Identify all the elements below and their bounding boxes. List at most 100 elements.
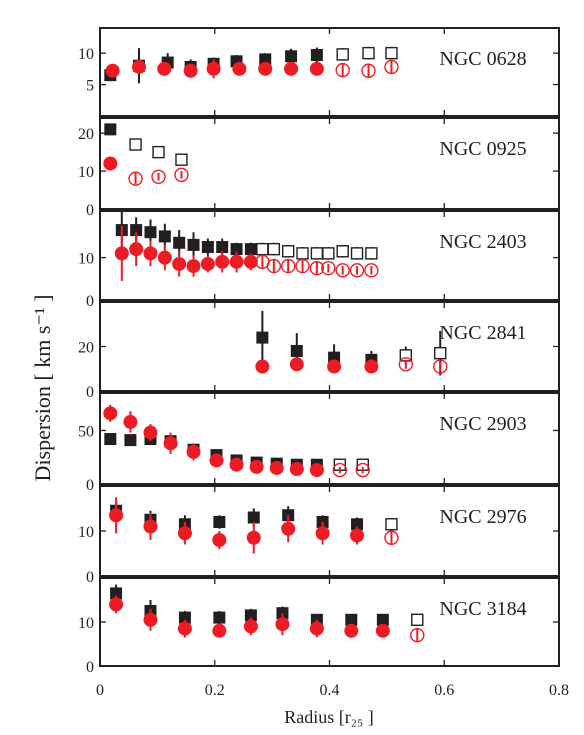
y-tick-label: 0 bbox=[86, 293, 94, 310]
circle-marker bbox=[316, 527, 329, 540]
square-marker bbox=[105, 434, 116, 445]
circle-marker bbox=[133, 60, 146, 73]
square-marker bbox=[174, 237, 185, 248]
y-axis-title: Dispersion [ km s⁻¹ ] bbox=[30, 295, 55, 482]
circle-marker bbox=[282, 522, 295, 535]
panel-title: NGC 0925 bbox=[439, 138, 526, 160]
square-marker bbox=[214, 517, 225, 528]
circle-marker bbox=[130, 243, 143, 256]
circle-marker bbox=[201, 257, 214, 270]
circle-marker bbox=[184, 64, 197, 77]
x-tick-label: 0 bbox=[96, 682, 104, 699]
circle-marker bbox=[328, 360, 341, 373]
panel-title: NGC 3184 bbox=[439, 598, 526, 620]
circle-marker bbox=[365, 360, 378, 373]
circle-marker bbox=[104, 157, 117, 170]
square-marker bbox=[291, 345, 302, 356]
y-tick-label: 10 bbox=[78, 46, 94, 63]
open-square-marker bbox=[337, 246, 348, 257]
y-tick-label: 50 bbox=[78, 423, 94, 440]
open-square-marker bbox=[130, 139, 141, 150]
circle-marker bbox=[158, 251, 171, 264]
panel-frame bbox=[100, 118, 559, 209]
y-tick-label: 10 bbox=[78, 615, 94, 632]
x-tick-label: 0.8 bbox=[549, 682, 569, 699]
circle-marker bbox=[187, 445, 200, 458]
circle-marker bbox=[110, 598, 123, 611]
y-tick-label: 20 bbox=[78, 340, 94, 357]
y-tick-label: 5 bbox=[86, 78, 94, 95]
panel-ngc-2976: 0 10 NGC 2976 bbox=[78, 486, 559, 586]
circle-marker bbox=[213, 624, 226, 637]
circle-marker bbox=[216, 255, 229, 268]
open-square-marker bbox=[311, 248, 322, 259]
circle-marker bbox=[310, 622, 323, 635]
circle-marker bbox=[244, 620, 257, 633]
open-square-marker bbox=[268, 244, 279, 255]
x-axis: 0 0.2 0.4 0.6 0.8 bbox=[96, 682, 569, 699]
circle-marker bbox=[115, 247, 128, 260]
circle-marker bbox=[310, 464, 323, 477]
square-marker bbox=[105, 124, 116, 135]
circle-marker bbox=[376, 624, 389, 637]
open-square-marker bbox=[176, 154, 187, 165]
y-tick-label: 0 bbox=[86, 202, 94, 219]
circle-marker bbox=[124, 415, 137, 428]
panel-frame bbox=[100, 486, 559, 576]
panel-ngc-2841: 0 20 NGC 2841 bbox=[78, 302, 559, 401]
panel-ngc-2903: 0 50 NGC 2903 bbox=[78, 393, 559, 494]
circle-marker bbox=[110, 509, 123, 522]
square-marker bbox=[377, 614, 388, 625]
square-marker bbox=[245, 244, 256, 255]
open-square-marker bbox=[337, 49, 348, 60]
square-marker bbox=[346, 614, 357, 625]
circle-marker bbox=[345, 624, 358, 637]
square-marker bbox=[257, 332, 268, 343]
panel-title: NGC 2976 bbox=[439, 506, 526, 528]
square-marker bbox=[125, 435, 136, 446]
circle-marker bbox=[256, 360, 269, 373]
open-square-marker bbox=[352, 248, 363, 259]
circle-marker bbox=[233, 62, 246, 75]
open-square-marker bbox=[412, 614, 423, 625]
circle-marker bbox=[285, 62, 298, 75]
circle-marker bbox=[250, 460, 263, 473]
square-marker bbox=[202, 242, 213, 253]
circle-marker bbox=[247, 531, 260, 544]
panel-title: NGC 0628 bbox=[439, 48, 526, 70]
x-axis-title: Radius [r₂₅ ] bbox=[284, 707, 374, 727]
circle-marker bbox=[310, 62, 323, 75]
circle-marker bbox=[230, 458, 243, 471]
circle-marker bbox=[178, 527, 191, 540]
circle-marker bbox=[210, 454, 223, 467]
square-marker bbox=[311, 50, 322, 61]
y-tick-label: 0 bbox=[86, 384, 94, 401]
x-tick-label: 0.2 bbox=[205, 682, 225, 699]
circle-marker bbox=[158, 62, 171, 75]
circle-marker bbox=[106, 64, 119, 77]
panels-group: 5 10 NGC 0628 0 10 20 NGC 0925 0 10 NGC 2403 0 20 NG… bbox=[78, 28, 559, 676]
square-marker bbox=[159, 231, 170, 242]
circle-marker bbox=[230, 255, 243, 268]
square-marker bbox=[214, 612, 225, 623]
panel-frame bbox=[100, 302, 559, 391]
y-tick-label: 10 bbox=[78, 524, 94, 541]
open-square-marker bbox=[323, 248, 334, 259]
panel-ngc-2403: 0 10 NGC 2403 bbox=[78, 209, 559, 310]
circle-marker bbox=[290, 358, 303, 371]
open-square-marker bbox=[257, 244, 268, 255]
open-square-marker bbox=[366, 248, 377, 259]
circle-marker bbox=[259, 62, 272, 75]
square-marker bbox=[145, 227, 156, 238]
circle-marker bbox=[270, 461, 283, 474]
circle-marker bbox=[164, 437, 177, 450]
open-square-marker bbox=[363, 48, 374, 59]
open-square-marker bbox=[435, 348, 446, 359]
square-marker bbox=[217, 242, 228, 253]
open-square-marker bbox=[283, 246, 294, 257]
y-tick-label: 10 bbox=[78, 251, 94, 268]
panel-title: NGC 2903 bbox=[439, 413, 526, 435]
square-marker bbox=[248, 512, 259, 523]
circle-marker bbox=[104, 407, 117, 420]
